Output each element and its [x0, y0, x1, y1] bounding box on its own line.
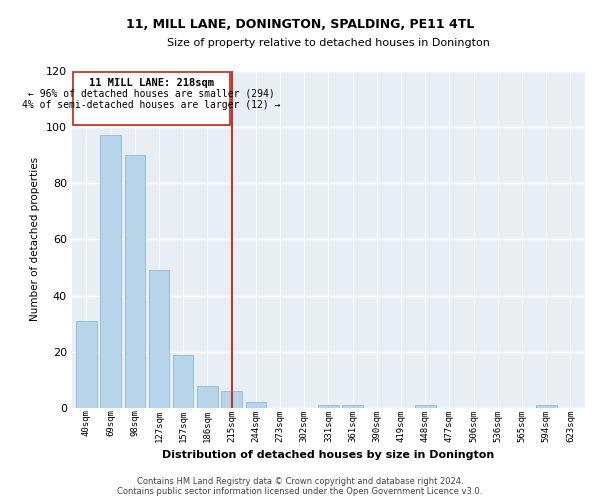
Title: Size of property relative to detached houses in Donington: Size of property relative to detached ho…	[167, 38, 490, 48]
Bar	[343, 405, 363, 408]
Bar	[149, 270, 169, 408]
Bar	[221, 391, 242, 408]
Text: Contains public sector information licensed under the Open Government Licence v3: Contains public sector information licen…	[118, 487, 482, 496]
Bar	[125, 155, 145, 408]
X-axis label: Distribution of detached houses by size in Donington: Distribution of detached houses by size …	[163, 450, 494, 460]
Bar	[100, 135, 121, 408]
Text: ← 96% of detached houses are smaller (294): ← 96% of detached houses are smaller (29…	[28, 89, 275, 99]
Text: Contains HM Land Registry data © Crown copyright and database right 2024.: Contains HM Land Registry data © Crown c…	[137, 477, 463, 486]
Bar	[245, 402, 266, 408]
Text: 11, MILL LANE, DONINGTON, SPALDING, PE11 4TL: 11, MILL LANE, DONINGTON, SPALDING, PE11…	[126, 18, 474, 30]
Bar	[415, 405, 436, 408]
Text: 4% of semi-detached houses are larger (12) →: 4% of semi-detached houses are larger (1…	[22, 100, 281, 110]
Bar	[536, 405, 557, 408]
Y-axis label: Number of detached properties: Number of detached properties	[31, 157, 40, 322]
Bar	[173, 354, 193, 408]
Bar	[76, 321, 97, 408]
Bar	[318, 405, 339, 408]
Bar	[197, 386, 218, 408]
FancyBboxPatch shape	[73, 72, 230, 126]
Text: 11 MILL LANE: 218sqm: 11 MILL LANE: 218sqm	[89, 78, 214, 88]
